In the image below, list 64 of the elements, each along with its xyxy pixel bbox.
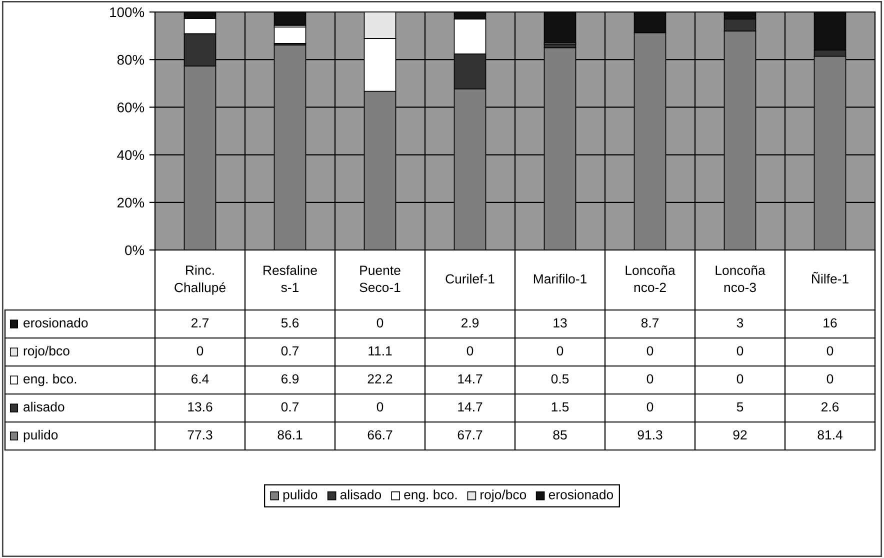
x-tick-label: Curilef-1 bbox=[446, 274, 494, 284]
x-tick-label: Marifilo-1 bbox=[534, 274, 586, 284]
data-label: 11.1 bbox=[368, 346, 392, 356]
data-label: 0.7 bbox=[281, 402, 299, 412]
data-label: 0 bbox=[646, 346, 654, 356]
data-label: 16 bbox=[824, 318, 837, 328]
data-label: 0 bbox=[646, 402, 654, 412]
legend-label: eng. bco. bbox=[24, 374, 76, 386]
data-label: 86.1 bbox=[278, 430, 302, 440]
data-label: 0 bbox=[556, 346, 564, 356]
data-label: 22.2 bbox=[368, 374, 392, 384]
data-label: 5.6 bbox=[281, 318, 299, 328]
text: alisado bbox=[340, 490, 382, 500]
data-label: 0 bbox=[196, 346, 204, 356]
text: rojo/bco bbox=[480, 490, 526, 502]
data-label: 92 bbox=[733, 430, 747, 440]
text: eng. bco. bbox=[404, 490, 457, 502]
data-label: 0 bbox=[736, 374, 744, 384]
data-label: 0 bbox=[826, 346, 834, 356]
legend-label: erosionado bbox=[24, 318, 88, 328]
x-tick-label: Loncoña nco-2 bbox=[626, 265, 676, 292]
data-label: 0.7 bbox=[281, 346, 299, 356]
data-label: 14.7 bbox=[458, 402, 482, 412]
data-label: 2.9 bbox=[461, 318, 479, 328]
text: pulido bbox=[283, 490, 318, 502]
data-label: 0 bbox=[376, 402, 384, 412]
data-label: 0 bbox=[646, 374, 654, 384]
data-label: 66.7 bbox=[368, 430, 392, 440]
data-label: 6.4 bbox=[192, 374, 209, 384]
y-tick-label: 0% bbox=[125, 245, 144, 256]
data-label: 2.6 bbox=[821, 402, 839, 412]
data-label: 6.9 bbox=[282, 374, 299, 384]
x-tick-label: Puente Seco-1 bbox=[360, 266, 400, 292]
data-label: 0 bbox=[376, 318, 384, 328]
data-label: 5 bbox=[736, 402, 744, 412]
data-label: 3 bbox=[736, 318, 744, 328]
y-tick-label: 100% bbox=[110, 7, 144, 18]
x-tick-label: Loncoña nco-3 bbox=[716, 265, 766, 292]
data-label: 0 bbox=[736, 346, 744, 356]
data-label: 0 bbox=[826, 374, 834, 384]
data-label: 13 bbox=[554, 318, 567, 328]
data-label: 91.3 bbox=[638, 430, 662, 440]
legend-label: rojo/bco bbox=[24, 346, 70, 358]
data-label: 14.7 bbox=[458, 374, 482, 384]
data-label: 2.7 bbox=[191, 318, 209, 328]
data-label: 1.5 bbox=[552, 402, 569, 412]
x-tick-label: Ñilfe-1 bbox=[812, 272, 848, 284]
x-tick-label: Resfaline s-1 bbox=[264, 265, 317, 292]
data-label: 0 bbox=[466, 346, 474, 356]
y-tick-label: 20% bbox=[117, 198, 144, 208]
x-tick-label: Rinc. Challupé bbox=[174, 265, 226, 295]
data-label: 81.4 bbox=[818, 430, 842, 440]
data-label: 85 bbox=[553, 430, 567, 440]
data-label: 0.5 bbox=[551, 374, 569, 384]
text: erosionado bbox=[548, 490, 614, 500]
y-tick-label: 40% bbox=[117, 150, 144, 160]
data-label: 8.7 bbox=[641, 318, 659, 328]
y-tick-label: 80% bbox=[117, 54, 144, 65]
legend-label: pulido bbox=[24, 430, 58, 442]
data-label: 67.7 bbox=[458, 430, 482, 440]
data-label: 77.3 bbox=[188, 430, 212, 440]
data-label: 13.6 bbox=[188, 402, 212, 412]
y-tick-label: 60% bbox=[117, 102, 144, 112]
legend-label: alisado bbox=[24, 402, 64, 412]
